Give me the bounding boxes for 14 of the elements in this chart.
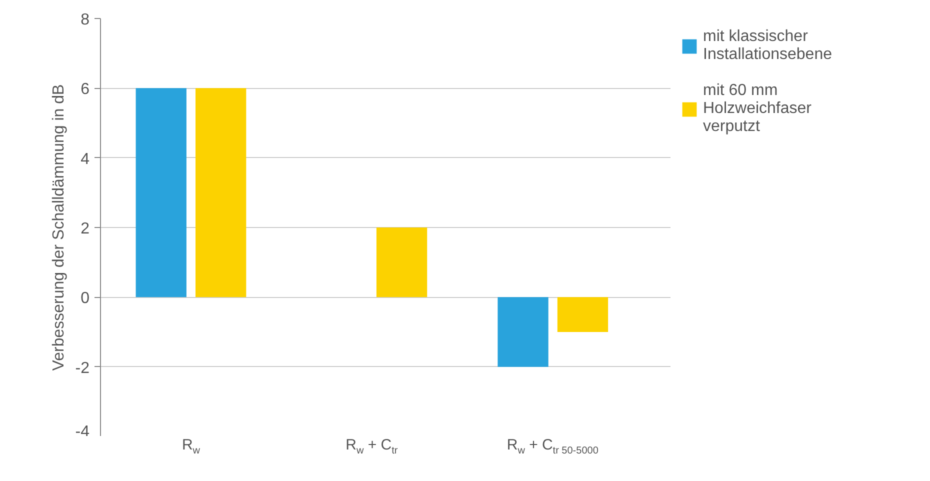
y-tick-label: -2	[75, 360, 90, 377]
bar	[557, 297, 608, 332]
bar	[498, 297, 548, 367]
y-tick-label: 0	[80, 290, 90, 308]
y-axis-title: Verbesserung der Schalldämmung in dB	[50, 84, 68, 371]
legend-label: mit klassischer Installationsebene	[703, 28, 832, 64]
y-tick-label: 6	[80, 81, 90, 98]
y-tick-label: 8	[80, 12, 90, 28]
bar	[376, 228, 428, 298]
bar	[136, 88, 186, 298]
y-tick-label: 2	[80, 220, 90, 238]
legend-label: mit 60 mm Holzweichfaser verputzt	[703, 82, 812, 136]
bar	[196, 88, 246, 298]
y-tick-label: 4	[80, 150, 90, 168]
